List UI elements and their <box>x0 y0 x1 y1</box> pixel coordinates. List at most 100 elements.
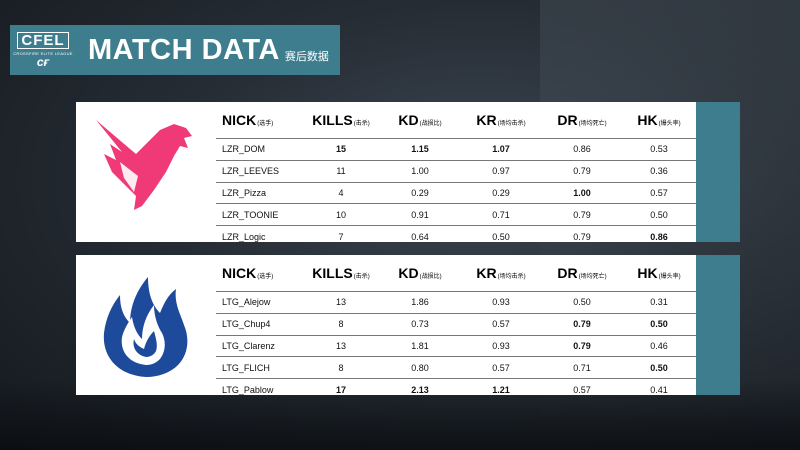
player-nick: LZR_Logic <box>222 231 266 242</box>
header-banner: CFEL CROSSFIRE ELITE LEAGUE ᴄғ MATCH DAT… <box>10 25 340 75</box>
player-kr: 0.93 <box>460 335 542 358</box>
player-nick: LZR_TOONIE <box>216 203 302 227</box>
team-a-stats-table: NICK(选手) KILLS(击杀) KD(战损比) KR(场均击杀) DR(场… <box>216 102 696 247</box>
player-dr: 1.00 <box>542 182 622 205</box>
player-hk: 0.50 <box>622 313 696 336</box>
cfel-logo-text: CFEL <box>17 32 69 49</box>
player-hk: 0.46 <box>622 335 696 358</box>
player-nick: LTG_FLICH <box>216 356 302 380</box>
table-row: LZR_Pizza 4 0.29 0.29 1.00 0.57 <box>216 182 696 205</box>
team-b-table: NICK(选手) KILLS(击杀) KD(战损比) KR(场均击杀) DR(场… <box>216 255 696 395</box>
header-nick: NICK(选手) <box>216 102 302 139</box>
cfel-logo-mark: ᴄғ <box>36 55 50 69</box>
header-dr: DR(场均死亡) <box>542 255 622 292</box>
player-dr: 0.71 <box>542 356 622 380</box>
player-nick: LTG_Pablow <box>222 384 274 395</box>
player-kr: 0.97 <box>460 160 542 183</box>
player-kd: 0.91 <box>380 203 460 227</box>
player-dr: 0.86 <box>542 138 622 161</box>
player-dr: 0.50 <box>542 291 622 314</box>
player-kd: 0.29 <box>380 182 460 205</box>
player-nick: LZR_Pizza <box>216 182 302 205</box>
player-dr: 0.79 <box>542 313 622 336</box>
player-nick: LTG_Chup4 <box>216 313 302 336</box>
header-dr: DR(场均死亡) <box>542 102 622 139</box>
player-kd: 1.00 <box>380 160 460 183</box>
header-nick: NICK(选手) <box>216 255 302 292</box>
player-kr: 1.07 <box>460 138 542 161</box>
player-dr: 0.79 <box>542 203 622 227</box>
table-row: LTG_Clarenz 13 1.81 0.93 0.79 0.46 <box>216 335 696 358</box>
player-hk: 0.50 <box>622 203 696 227</box>
player-kd: 1.86 <box>380 291 460 314</box>
table-row: LTG_Pablow 17 2.13 1.21 0.57 0.41 <box>216 379 696 400</box>
player-kills: 13 <box>302 335 380 358</box>
header-kills: KILLS(击杀) <box>302 255 380 292</box>
phoenix-logo-icon <box>96 120 192 210</box>
player-kills: 11 <box>302 160 380 183</box>
player-kills: 8 <box>302 313 380 336</box>
player-dr: 0.79 <box>573 231 591 242</box>
player-kd: 0.64 <box>411 231 429 242</box>
player-kills: 17 <box>335 384 346 395</box>
player-nick: LTG_Alejow <box>216 291 302 314</box>
table-row: LZR_Logic 7 0.64 0.50 0.79 0.86 <box>216 226 696 247</box>
player-hk: 0.53 <box>622 138 696 161</box>
player-kills: 15 <box>302 138 380 161</box>
team-b-accent-bar <box>696 255 740 395</box>
header-kd: KD(战损比) <box>380 255 460 292</box>
player-kills: 7 <box>338 231 344 242</box>
player-kd: 1.15 <box>380 138 460 161</box>
player-kr: 0.50 <box>492 231 510 242</box>
player-nick: LTG_Clarenz <box>216 335 302 358</box>
player-kd: 0.73 <box>380 313 460 336</box>
team-a-table: NICK(选手) KILLS(击杀) KD(战损比) KR(场均击杀) DR(场… <box>216 102 696 242</box>
player-kr: 0.57 <box>460 313 542 336</box>
table-row: LZR_DOM 15 1.15 1.07 0.86 0.53 <box>216 138 696 161</box>
cfel-logo: CFEL CROSSFIRE ELITE LEAGUE ᴄғ <box>10 25 76 75</box>
player-kills: 13 <box>302 291 380 314</box>
header-kr: KR(场均击杀) <box>460 102 542 139</box>
player-kd: 0.80 <box>380 356 460 380</box>
blue-flame-logo-icon <box>103 277 188 377</box>
player-kills: 8 <box>302 356 380 380</box>
team-a-accent-bar <box>696 102 740 242</box>
player-hk: 0.31 <box>622 291 696 314</box>
header-hk: HK(爆头率) <box>622 255 696 292</box>
player-kr: 0.71 <box>460 203 542 227</box>
page-title: MATCH DATA <box>88 33 280 66</box>
player-hk: 0.50 <box>622 356 696 380</box>
player-kd: 1.81 <box>380 335 460 358</box>
header-kills: KILLS(击杀) <box>302 102 380 139</box>
player-hk: 0.57 <box>622 182 696 205</box>
team-b-stats-table: NICK(选手) KILLS(击杀) KD(战损比) KR(场均击杀) DR(场… <box>216 255 696 400</box>
player-kd: 2.13 <box>411 384 429 395</box>
player-kr: 0.29 <box>460 182 542 205</box>
cfel-logo-subtext: CROSSFIRE ELITE LEAGUE <box>13 51 73 56</box>
team-a-logo-box <box>76 102 216 242</box>
team-b-panel: NICK(选手) KILLS(击杀) KD(战损比) KR(场均击杀) DR(场… <box>76 255 740 395</box>
page-subtitle: 赛后数据 <box>284 51 329 63</box>
player-kr: 0.93 <box>460 291 542 314</box>
player-kr: 0.57 <box>460 356 542 380</box>
team-b-logo-box <box>76 255 216 395</box>
player-kr: 1.21 <box>492 384 510 395</box>
player-hk: 0.86 <box>650 231 668 242</box>
team-a-panel: NICK(选手) KILLS(击杀) KD(战损比) KR(场均击杀) DR(场… <box>76 102 740 242</box>
header-kd: KD(战损比) <box>380 102 460 139</box>
header-hk: HK(爆头率) <box>622 102 696 139</box>
table-row: LTG_Chup4 8 0.73 0.57 0.79 0.50 <box>216 313 696 336</box>
player-dr: 0.79 <box>542 335 622 358</box>
player-kills: 4 <box>302 182 380 205</box>
table-header-row: NICK(选手) KILLS(击杀) KD(战损比) KR(场均击杀) DR(场… <box>216 102 696 139</box>
player-kills: 10 <box>302 203 380 227</box>
player-dr: 0.57 <box>573 384 591 395</box>
table-row: LTG_FLICH 8 0.80 0.57 0.71 0.50 <box>216 356 696 380</box>
player-hk: 0.41 <box>650 384 668 395</box>
header-kr: KR(场均击杀) <box>460 255 542 292</box>
player-nick: LZR_DOM <box>216 138 302 161</box>
table-row: LTG_Alejow 13 1.86 0.93 0.50 0.31 <box>216 291 696 314</box>
table-row: LZR_LEEVES 11 1.00 0.97 0.79 0.36 <box>216 160 696 183</box>
table-row: LZR_TOONIE 10 0.91 0.71 0.79 0.50 <box>216 203 696 227</box>
player-hk: 0.36 <box>622 160 696 183</box>
